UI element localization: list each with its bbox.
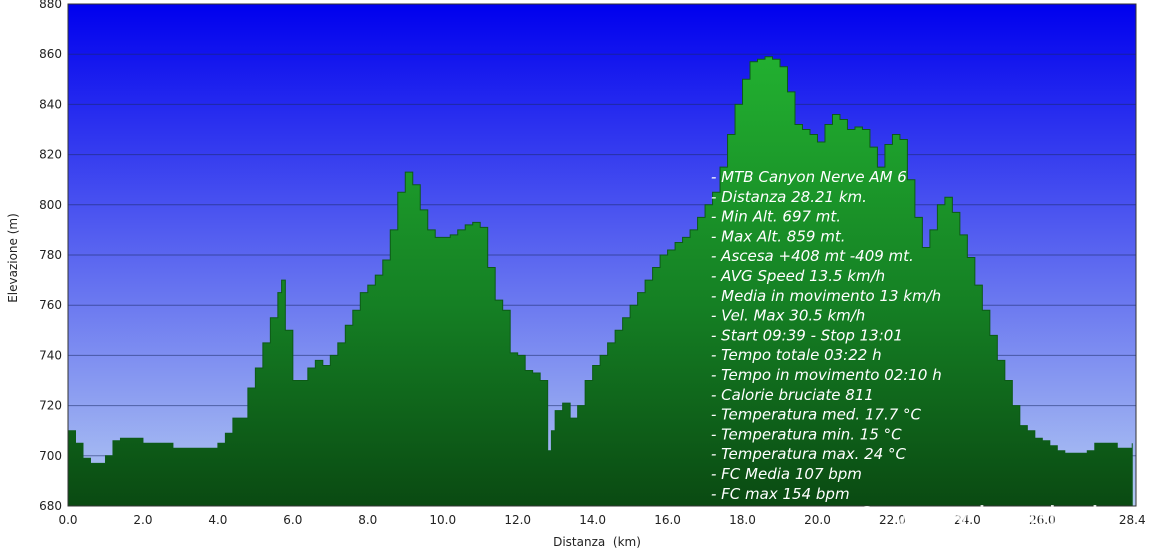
y-axis-ticks: 680 700 720 740 760 780 800 820 840 860 880 [39,0,62,513]
y-tick-label: 720 [39,399,62,413]
stat-line: - Temperatura min. 15 °C [711,425,902,443]
x-tick-label: 26.0 [1029,513,1056,527]
x-tick-label: 0.0 [58,513,77,527]
y-tick-label: 820 [39,148,62,162]
y-tick-label: 780 [39,248,62,262]
x-tick-label: 6.0 [283,513,302,527]
y-tick-label: 700 [39,449,62,463]
y-tick-label: 840 [39,97,62,111]
x-tick-label: 10.0 [429,513,456,527]
x-tick-label: 24.0 [954,513,981,527]
elevation-area [67,56,1133,507]
stat-line: - Vel. Max 30.5 km/h [711,307,865,325]
x-tick-label: 22.0 [879,513,906,527]
stat-line: - AVG Speed 13.5 km/h [711,267,885,285]
x-tick-label: 8.0 [358,513,377,527]
stat-line: - Min Alt. 697 mt. [711,208,841,226]
x-tick-label: 16.0 [654,513,681,527]
stat-line: - FC Media 107 bpm [711,465,862,483]
stat-line: - Max Alt. 859 mt. [711,227,845,245]
y-tick-label: 680 [39,499,62,513]
stat-line: - Ascesa +408 mt -409 mt. [711,247,914,265]
stat-line: - Start 09:39 - Stop 13:01 [711,326,903,344]
watermark: © www.bandw.it [852,501,1113,536]
stat-line: - MTB Canyon Nerve AM 6 [711,168,907,186]
ride-stats: - MTB Canyon Nerve AM 6 - Distanza 28.21 … [711,168,942,503]
y-tick-label: 760 [39,298,62,312]
stat-line: - Temperatura max. 24 °C [711,445,907,463]
stat-line: - Media in movimento 13 km/h [711,287,941,305]
plot-border [67,3,1137,507]
y-tick-label: 740 [39,348,62,362]
x-tick-label: 20.0 [804,513,831,527]
stat-line: - Calorie bruciate 811 [711,386,874,404]
x-axis-ticks: 0.0 2.0 4.0 6.0 8.0 10.0 12.0 14.0 16.0 18.0 20.0 2… [58,513,1145,527]
stat-line: - Temperatura med. 17.7 °C [711,406,922,424]
stat-line: - FC max 154 bpm [711,485,850,503]
x-axis-title: Distanza (km) [553,535,641,549]
x-tick-label: 14.0 [579,513,606,527]
x-tick-label: 4.0 [208,513,227,527]
y-axis-title: Elevazione (m) [6,213,20,303]
x-tick-label: 2.0 [133,513,152,527]
y-tick-label: 800 [39,198,62,212]
x-tick-label: 18.0 [729,513,756,527]
stat-line: - Distanza 28.21 km. [711,188,867,206]
x-tick-label: 28.4 [1119,513,1146,527]
y-tick-label: 860 [39,47,62,61]
stat-line: - Tempo totale 03:22 h [711,346,882,364]
y-tick-label: 880 [39,0,62,11]
stat-line: - Tempo in movimento 02:10 h [711,366,942,384]
x-tick-label: 12.0 [504,513,531,527]
